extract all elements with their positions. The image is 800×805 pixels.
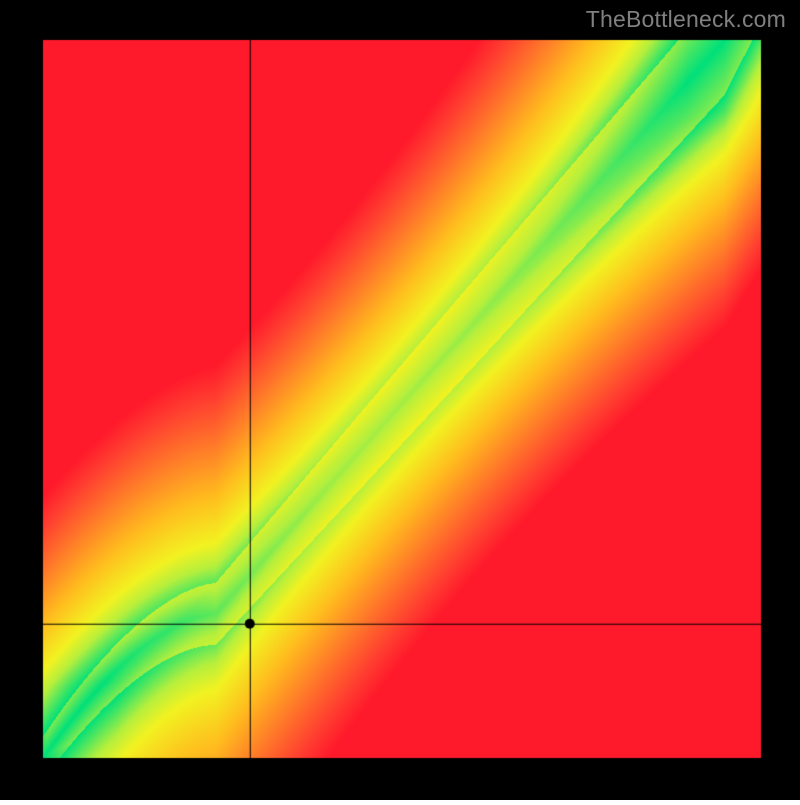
watermark-label: TheBottleneck.com	[586, 6, 786, 33]
bottleneck-heatmap	[0, 0, 800, 800]
chart-container: TheBottleneck.com	[0, 0, 800, 800]
heatmap-canvas-wrap	[0, 0, 800, 805]
